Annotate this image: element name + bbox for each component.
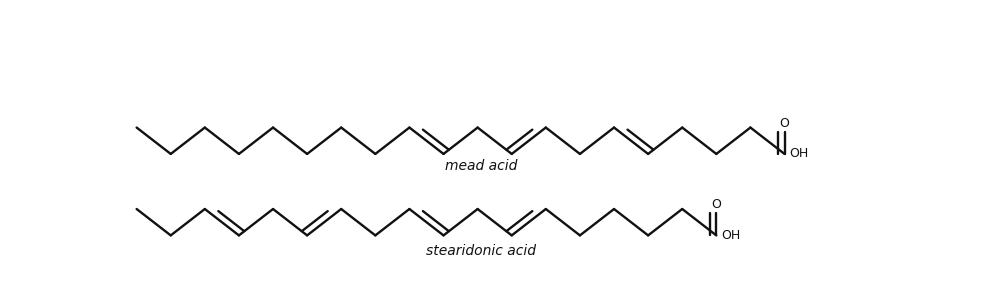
Text: stearidonic acid: stearidonic acid — [426, 244, 536, 258]
Text: mead acid: mead acid — [445, 159, 518, 173]
Text: OH: OH — [789, 148, 808, 160]
Text: O: O — [780, 117, 789, 130]
Text: O: O — [711, 198, 721, 211]
Text: OH: OH — [721, 229, 740, 242]
